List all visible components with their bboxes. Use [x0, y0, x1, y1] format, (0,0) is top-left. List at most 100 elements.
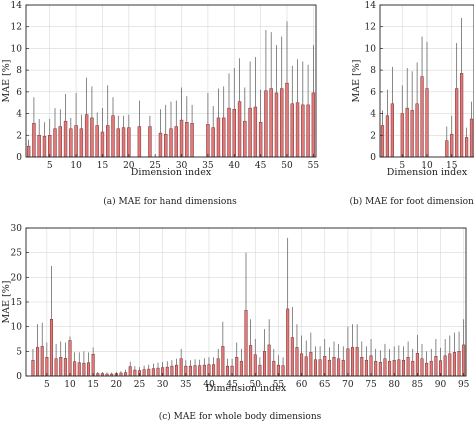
bar — [272, 360, 276, 377]
x-tick-label: 65 — [319, 380, 331, 390]
x-tick-label: 90 — [435, 380, 447, 390]
bar — [351, 347, 355, 377]
bar — [420, 76, 424, 158]
bar — [121, 127, 126, 158]
bar — [295, 347, 299, 377]
bar — [304, 356, 308, 377]
x-tick-label: 45 — [226, 380, 238, 390]
y-tick-label: 6 — [370, 88, 376, 98]
y-tick-label: 12 — [365, 23, 376, 33]
bar — [63, 120, 68, 158]
figure-caption: (a) MAE for hand dimensions — [103, 196, 237, 207]
y-tick-label: 2 — [370, 131, 376, 141]
bar — [455, 88, 459, 158]
bar — [147, 368, 151, 377]
y-tick-label: 5 — [16, 347, 22, 357]
bar — [248, 107, 252, 158]
x-tick-label: 25 — [134, 380, 146, 390]
x-tick-label: 40 — [229, 161, 241, 171]
bar — [128, 366, 132, 377]
bar — [42, 136, 47, 158]
x-tick-label: 45 — [255, 161, 267, 171]
bar — [158, 132, 163, 158]
x-tick-label: 70 — [342, 380, 354, 390]
bar — [290, 103, 294, 158]
bar — [148, 126, 152, 158]
bar — [151, 368, 155, 377]
bar — [374, 360, 378, 377]
bar — [410, 110, 414, 158]
bar — [95, 125, 99, 158]
bar — [227, 107, 231, 158]
bar — [286, 308, 290, 377]
bar — [341, 359, 345, 377]
bar — [63, 357, 67, 377]
bar — [369, 355, 373, 377]
bar — [124, 372, 128, 377]
x-axis-label: Dimension index — [387, 167, 468, 178]
y-tick-label: 10 — [365, 44, 377, 54]
bar — [179, 358, 183, 377]
x-tick-label: 35 — [202, 161, 214, 171]
bar — [222, 117, 226, 158]
x-tick-label: 30 — [176, 161, 188, 171]
x-tick-label: 10 — [70, 161, 82, 171]
x-tick-label: 10 — [64, 380, 76, 390]
bar — [443, 355, 447, 377]
y-tick-label: 0 — [16, 153, 22, 163]
x-tick-label: 15 — [446, 161, 458, 171]
bar — [49, 319, 53, 377]
bar — [156, 367, 160, 377]
bar — [37, 135, 41, 158]
bar — [390, 103, 394, 158]
figure-caption: (c) MAE for whole body dimensions — [159, 411, 322, 422]
x-axis-label: Dimension index — [131, 167, 212, 178]
bar — [258, 364, 262, 377]
figure-caption: (b) MAE for foot dimensions — [350, 196, 474, 207]
bar — [445, 140, 449, 158]
bar — [285, 82, 289, 158]
y-tick-label: 30 — [11, 224, 23, 234]
y-tick-label: 0 — [16, 372, 22, 382]
bar — [221, 346, 225, 377]
x-tick-label: 80 — [388, 380, 400, 390]
bar — [267, 344, 271, 377]
bar — [216, 358, 220, 377]
y-tick-label: 12 — [11, 23, 22, 33]
bar — [32, 123, 36, 158]
bar — [175, 364, 179, 377]
bar — [318, 359, 322, 377]
y-tick-label: 14 — [11, 1, 23, 11]
x-tick-label: 85 — [412, 380, 424, 390]
y-tick-label: 15 — [11, 298, 23, 308]
bar — [263, 351, 267, 377]
x-tick-label: 5 — [47, 161, 53, 171]
y-tick-label: 10 — [11, 323, 23, 333]
bar — [79, 128, 84, 158]
y-tick-label: 14 — [365, 1, 377, 11]
bar — [198, 365, 202, 377]
bar — [165, 366, 169, 377]
bar — [235, 357, 239, 377]
x-tick-label: 5 — [44, 380, 50, 390]
bar — [425, 362, 429, 377]
bar — [295, 102, 300, 158]
bar — [281, 365, 285, 377]
bar — [73, 361, 77, 377]
y-tick-label: 6 — [16, 88, 22, 98]
bar — [232, 108, 236, 158]
y-tick-label: 0 — [370, 153, 376, 163]
y-axis-label: MAE [%] — [1, 281, 12, 324]
bar — [74, 125, 78, 158]
bar — [188, 365, 192, 377]
bar — [415, 103, 419, 158]
bar — [169, 128, 173, 158]
bar — [185, 122, 189, 158]
bar — [346, 348, 350, 377]
bar — [211, 127, 215, 158]
bar — [411, 360, 415, 377]
bar — [327, 359, 331, 377]
bar — [225, 365, 229, 377]
bar — [269, 88, 273, 158]
bar — [244, 310, 248, 377]
